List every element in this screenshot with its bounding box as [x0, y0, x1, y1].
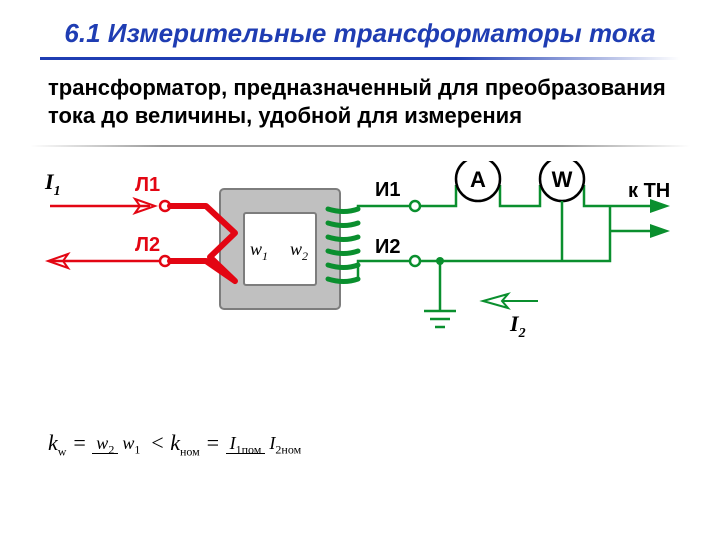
- ground-symbol: [424, 311, 456, 327]
- ktn-arrow2: [650, 224, 670, 238]
- formula: kw = w2w1 < kном = I1помI2ном: [48, 430, 305, 459]
- sec-return: [420, 201, 610, 261]
- circuit-diagram: I1 Л1 Л2 w1 w2 к ТН A W: [40, 161, 680, 391]
- title-underline: [40, 57, 680, 60]
- i1-label: I1: [44, 169, 61, 199]
- i2-label: I2: [509, 311, 526, 341]
- ground-node: [436, 257, 444, 265]
- sec-top-wire: [358, 206, 410, 209]
- page-title: 6.1 Измерительные трансформаторы тока: [0, 0, 720, 57]
- u1-label: И1: [375, 179, 401, 201]
- l1-label: Л1: [135, 174, 160, 196]
- meter-a-label: A: [470, 167, 486, 192]
- sec-bot-wire: [358, 261, 410, 279]
- l2-label: Л2: [135, 234, 160, 256]
- sec-a-in: [420, 185, 456, 206]
- u2-terminal: [410, 256, 420, 266]
- description: трансформатор, предназначенный для преоб…: [0, 74, 720, 139]
- u2-label: И2: [375, 236, 401, 258]
- separator: [30, 145, 690, 147]
- ktn-label: к ТН: [628, 180, 670, 202]
- meter-w-label: W: [552, 167, 573, 192]
- u1-terminal: [410, 201, 420, 211]
- sec-a-out: [500, 185, 540, 206]
